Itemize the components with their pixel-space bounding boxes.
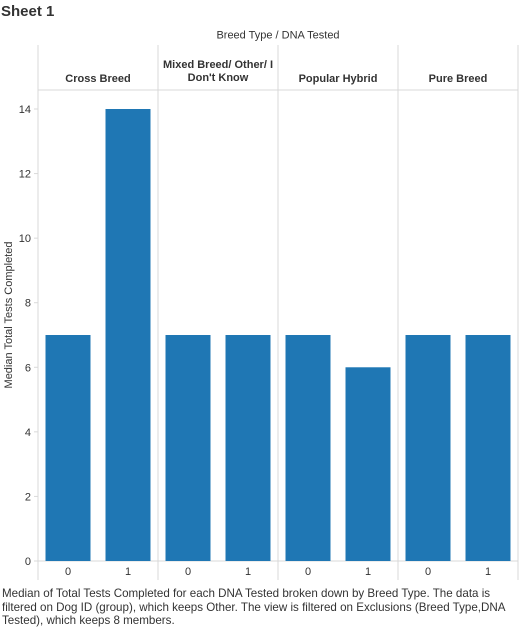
- bar: [165, 335, 211, 561]
- y-tick-label: 0: [25, 556, 31, 568]
- y-axis-label: Median Total Tests Completed: [3, 242, 15, 389]
- x-tick-label: 0: [425, 566, 431, 578]
- x-tick-label: 0: [65, 566, 71, 578]
- y-tick-label: 12: [19, 169, 31, 181]
- group-header-label: Cross Breed: [65, 73, 130, 85]
- bar: [45, 335, 91, 561]
- y-axis: 0 2 4 6 8 10 12 14: [19, 104, 38, 568]
- chart-caption: Median of Total Tests Completed for each…: [2, 587, 505, 627]
- breed-group: Cross Breed 0 1: [45, 73, 151, 578]
- chart-frame: [37, 45, 519, 580]
- x-tick-label: 1: [125, 566, 131, 578]
- x-tick-label: 0: [185, 566, 191, 578]
- bar-chart: Breed Type / DNA Tested Median Total Tes…: [3, 30, 519, 580]
- y-tick-label: 10: [19, 233, 31, 245]
- sheet-title: Sheet 1: [1, 3, 55, 20]
- column-header: Breed Type / DNA Tested: [216, 30, 339, 42]
- y-tick-label: 14: [19, 104, 31, 116]
- x-tick-label: 1: [485, 566, 491, 578]
- y-tick-label: 4: [25, 427, 31, 439]
- bar: [465, 335, 511, 561]
- group-header-label: Pure Breed: [429, 73, 488, 85]
- bar: [285, 335, 331, 561]
- group-header-label: Popular Hybrid: [299, 73, 378, 85]
- bar: [405, 335, 451, 561]
- x-tick-label: 1: [365, 566, 371, 578]
- y-tick-label: 2: [25, 491, 31, 503]
- group-header-label: Don't Know: [188, 72, 249, 84]
- breed-group: Popular Hybrid 0 1: [285, 73, 391, 578]
- breed-group: Pure Breed 0 1: [405, 73, 511, 578]
- bar: [345, 367, 391, 561]
- group-header-label: Mixed Breed/ Other/ I: [163, 59, 273, 71]
- y-tick-label: 6: [25, 362, 31, 374]
- x-tick-label: 1: [245, 566, 251, 578]
- x-tick-label: 0: [305, 566, 311, 578]
- bar: [225, 335, 271, 561]
- y-tick-label: 8: [25, 298, 31, 310]
- bar: [105, 109, 151, 561]
